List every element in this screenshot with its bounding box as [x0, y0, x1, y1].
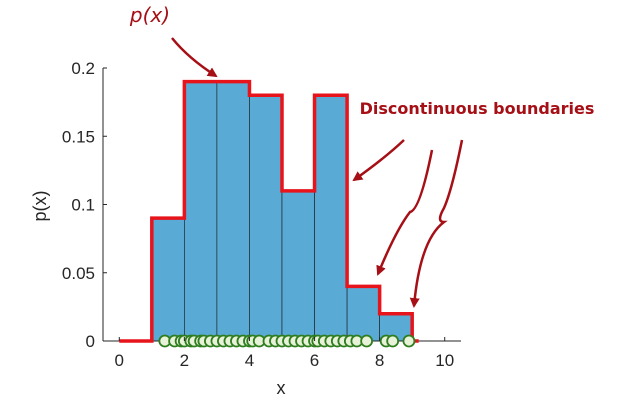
y-tick-label: 0 [86, 332, 95, 351]
histogram-bar [184, 81, 218, 342]
histogram-bar [249, 95, 283, 342]
annotations: p(x) Discontinuous boundaries [129, 3, 595, 308]
sample-point [402, 334, 416, 348]
sample-point [386, 334, 400, 348]
y-tick-label: 0.05 [62, 264, 95, 283]
density-step-line [119, 79, 419, 343]
x-tick-label: 10 [435, 351, 454, 370]
y-tick-label: 0.1 [71, 196, 95, 215]
y-tick-label: 0.15 [62, 127, 95, 146]
x-axis-label: x [277, 378, 286, 398]
x-tick-label: 8 [375, 351, 384, 370]
tick-labels: 0 2 4 6 8 10 0 0.05 0.1 0.15 0.2 [62, 59, 454, 370]
y-axis-label: p(x) [30, 191, 50, 222]
density-line [119, 79, 419, 343]
boundary-arrow-3 [409, 139, 464, 308]
boundaries-label: Discontinuous boundaries [360, 99, 595, 118]
x-tick-label: 2 [180, 351, 189, 370]
y-tick-label: 0.2 [71, 59, 95, 78]
sample-points [158, 334, 416, 348]
histogram-bar [151, 217, 185, 342]
curve-label-arrow [171, 37, 218, 78]
curve-label: p(x) [129, 3, 170, 27]
sample-point [360, 334, 374, 348]
histogram-bar [216, 81, 250, 342]
boundary-arrow-2 [376, 149, 434, 276]
histogram-bars [151, 81, 413, 342]
histogram-bar [281, 190, 315, 342]
x-tick-label: 6 [310, 351, 319, 370]
histogram-bar [314, 95, 348, 342]
histogram-bar [346, 286, 380, 342]
x-tick-label: 4 [245, 351, 254, 370]
boundary-arrow-1 [352, 139, 405, 182]
x-tick-label: 0 [115, 351, 124, 370]
